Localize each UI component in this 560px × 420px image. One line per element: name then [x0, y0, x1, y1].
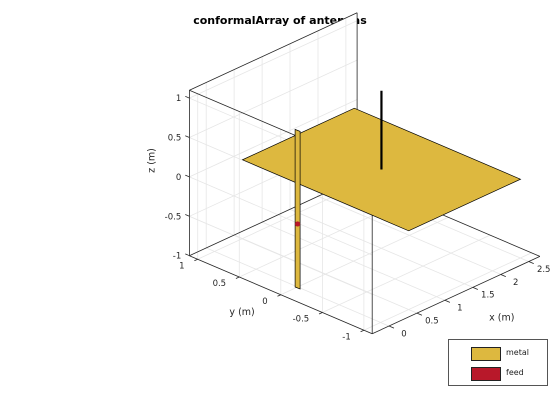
y-tick-label: 0	[262, 297, 267, 307]
x-tick-label: 1.5	[481, 291, 495, 301]
y-tick-mark	[360, 329, 365, 333]
legend-label-feed: feed	[506, 368, 524, 377]
z-tick-label: 0	[176, 173, 181, 183]
z-tick-label: -1	[173, 252, 181, 262]
z-tick-mark	[185, 174, 190, 178]
y-tick-mark	[194, 258, 198, 262]
x-tick-mark	[388, 325, 395, 329]
axis-box-edge	[189, 12, 358, 91]
x-tick-mark	[500, 274, 506, 277]
chart-title: conformalArray of antennas	[193, 14, 367, 27]
z-tick-mark	[185, 95, 190, 99]
legend-label-metal: metal	[506, 348, 529, 357]
z-tick-mark	[185, 214, 190, 217]
z-tick-label: 0.5	[168, 133, 182, 143]
x-axis-label: x (m)	[489, 313, 514, 324]
x-tick-mark	[444, 299, 451, 303]
metal-swatch	[471, 347, 501, 361]
x-tick-label: 0.5	[425, 317, 439, 327]
z-tick-label: -0.5	[165, 212, 182, 222]
y-tick-label: -0.5	[293, 315, 310, 325]
z-tick-label: 1	[176, 94, 181, 104]
x-tick-mark	[528, 261, 534, 265]
z-tick-mark	[185, 253, 190, 257]
axis-box-edge	[372, 256, 541, 335]
y-tick-mark	[235, 276, 240, 279]
feed-swatch	[471, 367, 501, 381]
y-tick-mark	[277, 294, 281, 297]
x-tick-label: 2.5	[537, 265, 551, 275]
y-tick-label: -1	[342, 332, 350, 342]
dipole-strip	[294, 128, 301, 290]
x-tick-mark	[416, 312, 423, 316]
y-tick-label: 1	[179, 261, 184, 271]
z-tick-mark	[185, 135, 190, 138]
y-tick-mark	[318, 312, 323, 315]
legend: metal feed	[448, 339, 548, 386]
x-tick-mark	[472, 286, 479, 290]
y-axis-label: y (m)	[229, 307, 254, 318]
x-tick-label: 1	[457, 304, 462, 314]
x-tick-label: 2	[513, 278, 518, 288]
y-tick-label: 0.5	[213, 279, 227, 289]
feed-point	[295, 221, 301, 227]
x-tick-label: 0	[401, 329, 406, 339]
z-axis-label: z (m)	[146, 148, 157, 173]
